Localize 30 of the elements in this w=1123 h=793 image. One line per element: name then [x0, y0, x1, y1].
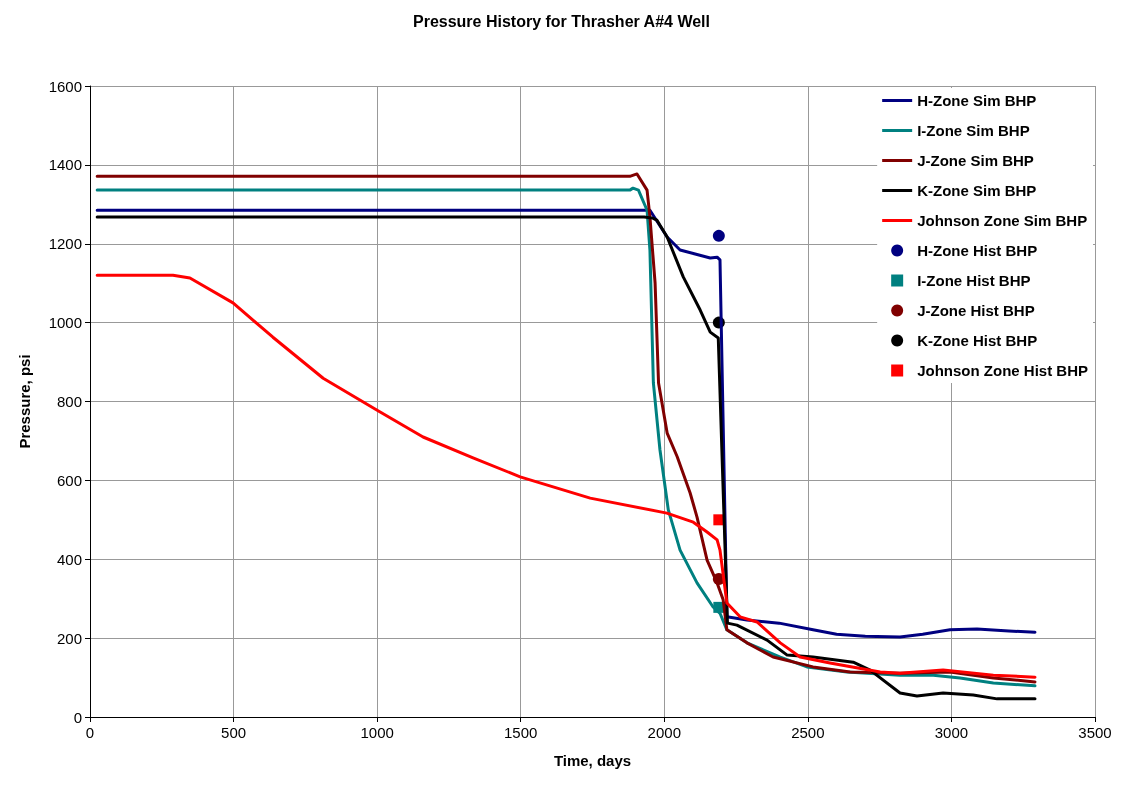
x-tick-label: 3000	[934, 724, 969, 741]
x-tick-label: 500	[221, 724, 247, 741]
x-tick-label: 1500	[504, 724, 538, 741]
y-tick-label: 200	[56, 629, 82, 647]
legend-label: Johnson Zone Hist BHP	[917, 362, 1089, 379]
y-tick-label: 600	[56, 471, 82, 489]
legend-label: K-Zone Sim BHP	[917, 182, 1037, 199]
legend-label: Johnson Zone Sim BHP	[917, 212, 1088, 229]
x-tick-label: 2500	[791, 724, 825, 741]
legend-label: H-Zone Hist BHP	[917, 242, 1038, 259]
x-axis-title: Time, days	[553, 752, 632, 769]
legend-label: I-Zone Sim BHP	[917, 122, 1030, 139]
y-tick-label: 1400	[48, 156, 82, 174]
legend-label: I-Zone Hist BHP	[917, 272, 1031, 289]
x-tick-label: 1000	[360, 724, 394, 741]
y-tick-label: 400	[56, 550, 82, 568]
y-tick-label: 800	[56, 393, 82, 410]
x-tick-label: 0	[85, 724, 95, 741]
x-tick-label: 2000	[647, 724, 681, 741]
y-tick-label: 0	[73, 708, 82, 726]
legend-label: J-Zone Sim BHP	[917, 152, 1034, 169]
legend-label: H-Zone Sim BHP	[917, 92, 1037, 109]
legend-label: K-Zone Hist BHP	[917, 332, 1038, 349]
y-tick-label: 1000	[48, 314, 82, 332]
x-tick-label: 3500	[1078, 724, 1112, 741]
y-axis-title: Pressure, psi	[16, 354, 33, 449]
chart-title: Pressure History for Thrasher A#4 Well	[413, 12, 710, 30]
y-tick-label: 1600	[48, 77, 82, 95]
legend-label: J-Zone Hist BHP	[917, 302, 1035, 319]
y-tick-label: 1200	[48, 235, 82, 253]
